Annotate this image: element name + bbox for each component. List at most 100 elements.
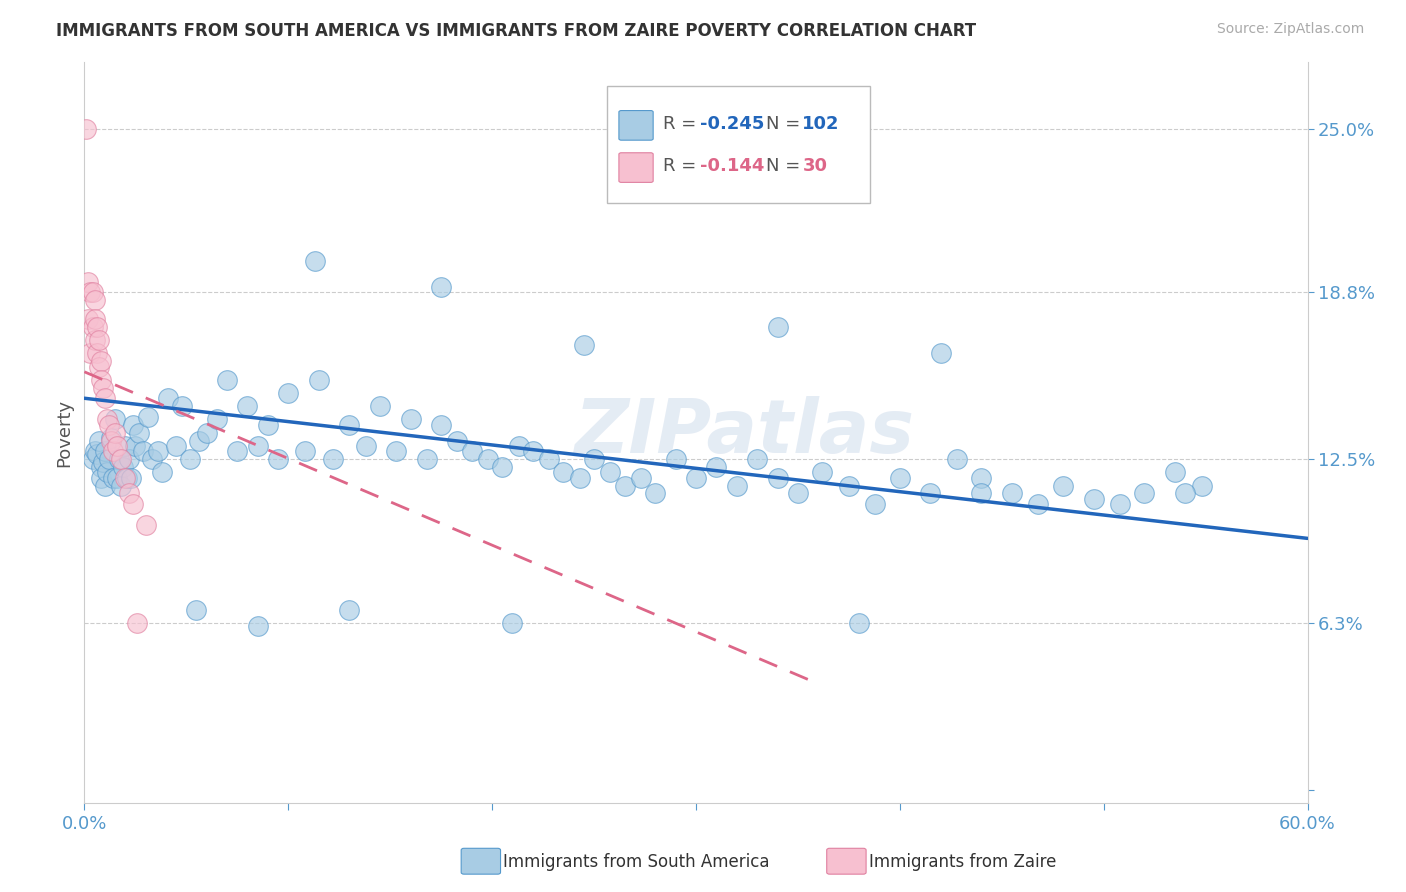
Text: 30: 30 [803,157,827,175]
Point [110,452,132,467]
Point [83,293,105,308]
Point [1001,486,1024,500]
Point [246,618,269,632]
Point [179,452,201,467]
Point [90,470,112,484]
Point [644,486,666,500]
Point [82,285,104,300]
Point [553,465,575,479]
Point [766,319,789,334]
Point [118,452,141,467]
Point [156,391,179,405]
Text: R =: R = [664,115,702,133]
Point [87,434,110,448]
Point [83,444,105,458]
Text: 102: 102 [803,115,839,133]
Point [93,478,115,492]
Point [86,447,108,461]
Point [572,338,595,352]
Point [522,444,544,458]
Point [86,319,108,334]
Text: Immigrants from Zaire: Immigrants from Zaire [869,853,1056,871]
FancyBboxPatch shape [606,87,870,203]
Point [136,409,159,424]
Point [217,373,239,387]
FancyBboxPatch shape [619,111,654,140]
Point [354,439,377,453]
Point [538,452,561,467]
Point [90,373,112,387]
Text: -0.245: -0.245 [700,115,763,133]
Point [399,412,422,426]
Point [93,391,115,405]
Point [100,431,122,445]
Point [599,465,621,479]
Point [91,381,114,395]
Point [82,319,104,334]
Text: IMMIGRANTS FROM SOUTH AMERICA VS IMMIGRANTS FROM ZAIRE POVERTY CORRELATION CHART: IMMIGRANTS FROM SOUTH AMERICA VS IMMIGRA… [56,22,976,40]
Point [664,452,686,467]
Point [205,412,228,426]
Point [1052,478,1074,492]
Point [96,465,118,479]
Point [90,460,112,475]
Point [929,346,952,360]
Point [1174,486,1197,500]
Point [322,452,344,467]
Point [491,460,513,475]
Point [132,444,155,458]
Point [77,312,100,326]
Point [766,470,789,484]
Point [90,354,112,368]
Point [122,417,145,432]
Point [1133,486,1156,500]
Point [501,615,523,630]
Point [787,486,810,500]
Point [86,346,108,360]
Point [120,470,142,484]
Point [294,444,316,458]
Point [339,417,360,432]
Point [79,346,101,360]
Text: ZIPatlas: ZIPatlas [575,396,915,469]
Point [100,434,122,448]
Point [246,439,269,453]
Point [112,460,135,475]
Point [97,452,120,467]
Point [889,470,911,484]
Text: Immigrants from South America: Immigrants from South America [503,853,770,871]
Point [91,455,114,469]
Point [568,470,591,484]
Point [477,452,499,467]
Point [1109,497,1132,511]
Point [114,470,136,484]
Point [267,452,290,467]
Point [75,121,97,136]
Text: N =: N = [766,157,806,175]
Point [104,425,127,440]
Point [257,417,280,432]
Point [77,275,100,289]
Point [339,603,360,617]
Point [83,333,105,347]
Point [127,615,149,630]
Point [630,470,652,484]
Point [704,460,728,475]
Point [865,497,887,511]
Point [725,478,748,492]
Point [101,470,124,484]
Point [115,470,138,484]
Point [97,417,120,432]
Point [613,478,636,492]
Point [87,333,110,347]
Point [110,478,132,492]
Point [96,412,118,426]
Point [172,399,194,413]
Point [685,470,707,484]
Point [93,444,115,458]
Point [128,425,150,440]
Point [416,452,439,467]
Point [747,452,769,467]
Point [970,486,993,500]
Point [165,439,187,453]
